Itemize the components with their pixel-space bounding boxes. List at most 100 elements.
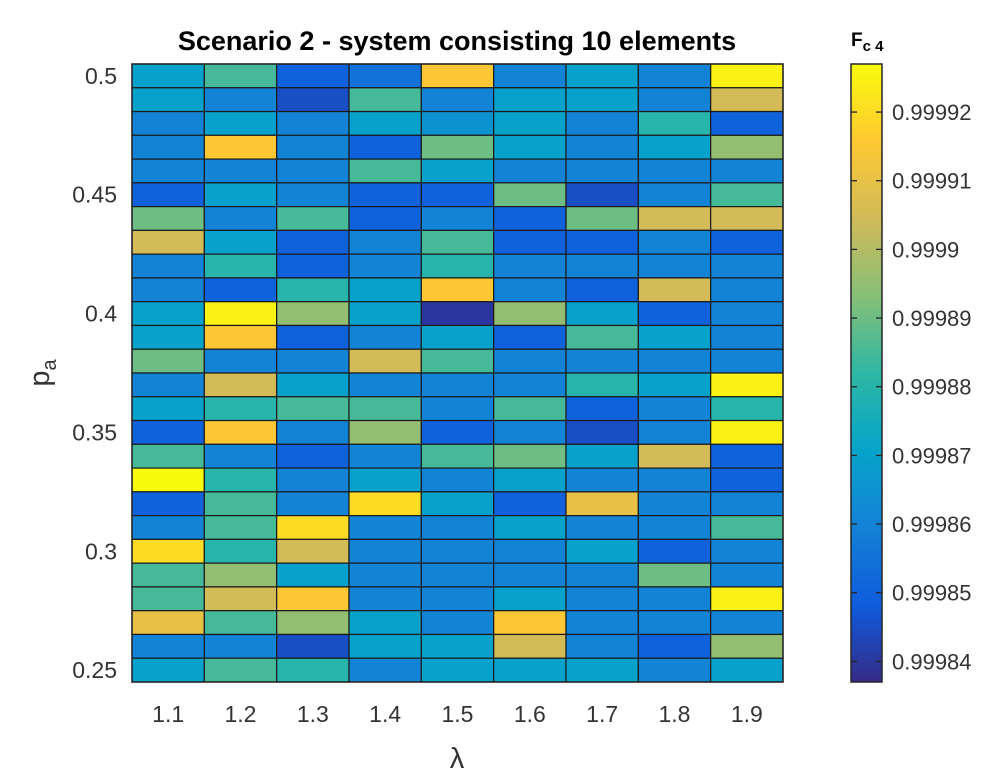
heatmap-cell	[493, 63, 567, 89]
heatmap-cell	[203, 372, 278, 398]
heatmap-cell	[420, 206, 495, 231]
heatmap-cell	[203, 253, 278, 279]
heatmap-cell	[348, 657, 422, 683]
heatmap-cell	[131, 348, 205, 374]
heatmap-cell	[348, 562, 422, 588]
heatmap-cell	[710, 467, 784, 493]
heatmap-cell	[493, 491, 567, 517]
colorbar-ticks: 0.99992 0.99991 0.9999 0.99989 0.99988 0.9998…	[851, 100, 972, 674]
heatmap-cell	[348, 610, 422, 636]
heatmap-cell	[637, 324, 712, 350]
heatmap-cell	[493, 229, 567, 255]
heatmap-cell	[565, 396, 639, 422]
heatmap-cell	[710, 229, 784, 255]
heatmap-cell	[565, 491, 639, 517]
heatmap-cell	[493, 515, 567, 540]
heatmap-cell	[493, 562, 567, 588]
heatmap-cell	[131, 134, 205, 160]
heatmap-cell	[493, 372, 567, 398]
heatmap-cell	[276, 633, 350, 659]
heatmap-cell	[565, 657, 639, 683]
y-tick-label: 0.25	[72, 657, 117, 683]
heatmap-cell	[420, 324, 495, 350]
heatmap-cell	[710, 586, 784, 612]
x-tick-label: 1.5	[442, 701, 474, 727]
heatmap-cell	[276, 63, 350, 89]
heatmap-cell	[203, 110, 278, 136]
heatmap-cell	[710, 538, 784, 564]
heatmap-cell	[637, 87, 712, 113]
heatmap-cell	[420, 87, 495, 113]
heatmap-cell	[203, 324, 278, 350]
heatmap-cell	[276, 657, 350, 683]
heatmap-cell	[565, 110, 639, 136]
heatmap-cell	[420, 372, 495, 398]
heatmap-cell	[203, 610, 278, 636]
heatmap-cell	[565, 87, 639, 113]
x-tick-label: 1.9	[731, 701, 763, 727]
heatmap-cell	[276, 515, 350, 540]
heatmap-cell	[637, 443, 712, 469]
heatmap-cell	[276, 324, 350, 350]
colorbar: 0.99992 0.99991 0.9999 0.99989 0.99988 0.9998…	[850, 30, 972, 683]
heatmap-cell	[203, 562, 278, 588]
heatmap-cell	[565, 206, 639, 231]
heatmap-cell	[276, 443, 350, 469]
heatmap-cell	[203, 633, 278, 659]
heatmap-cell	[131, 396, 205, 422]
heatmap-cell	[565, 562, 639, 588]
heatmap-cell	[420, 348, 495, 374]
heatmap-cell	[203, 515, 278, 540]
heatmap-cell	[637, 396, 712, 422]
x-tick-label: 1.6	[514, 701, 546, 727]
heatmap-cell	[131, 110, 205, 136]
heatmap-cell	[348, 253, 422, 279]
heatmap-cell	[565, 419, 639, 445]
heatmap-cell	[276, 396, 350, 422]
heatmap-cell	[131, 229, 205, 255]
heatmap-cell	[203, 348, 278, 374]
heatmap-cell	[637, 538, 712, 564]
heatmap-cell	[565, 538, 639, 564]
x-tick-label: 1.1	[152, 701, 184, 727]
heatmap-cell	[276, 491, 350, 517]
heatmap-cell	[493, 301, 567, 327]
heatmap-cell	[276, 87, 350, 113]
heatmap-cell	[420, 182, 495, 208]
heatmap-cell	[348, 586, 422, 612]
heatmap-cell	[493, 134, 567, 160]
heatmap-cell	[493, 348, 567, 374]
heatmap-cell	[493, 396, 567, 422]
heatmap-cell	[203, 491, 278, 517]
heatmap-cell	[710, 610, 784, 636]
heatmap-cell	[348, 324, 422, 350]
heatmap-cell	[348, 182, 422, 208]
heatmap-cell	[348, 63, 422, 89]
heatmap-cell	[637, 301, 712, 327]
heatmap-cell	[131, 87, 205, 113]
heatmap-cell	[637, 491, 712, 517]
heatmap-cell	[348, 277, 422, 303]
heatmap-cell	[637, 63, 712, 89]
heatmap-cell	[493, 467, 567, 493]
x-tick-label: 1.2	[225, 701, 257, 727]
heatmap-cell	[637, 586, 712, 612]
y-axis-label: pa	[24, 358, 61, 386]
heatmap-cell	[710, 515, 784, 540]
heatmap-cell	[348, 229, 422, 255]
heatmap-cell	[493, 419, 567, 445]
heatmap-cell	[637, 562, 712, 588]
colorbar-tick-label: 0.99992	[892, 100, 972, 125]
heatmap-cell	[637, 182, 712, 208]
heatmap-cell	[565, 633, 639, 659]
heatmap-cell	[420, 396, 495, 422]
heatmap-cell	[276, 372, 350, 398]
x-axis-label: λ	[450, 743, 465, 775]
heatmap-cell	[565, 134, 639, 160]
svg-text:pa: pa	[24, 358, 61, 386]
heatmap-cell	[131, 538, 205, 564]
heatmap-cell	[710, 419, 784, 445]
heatmap-cell	[637, 110, 712, 136]
heatmap-cell	[203, 657, 278, 683]
